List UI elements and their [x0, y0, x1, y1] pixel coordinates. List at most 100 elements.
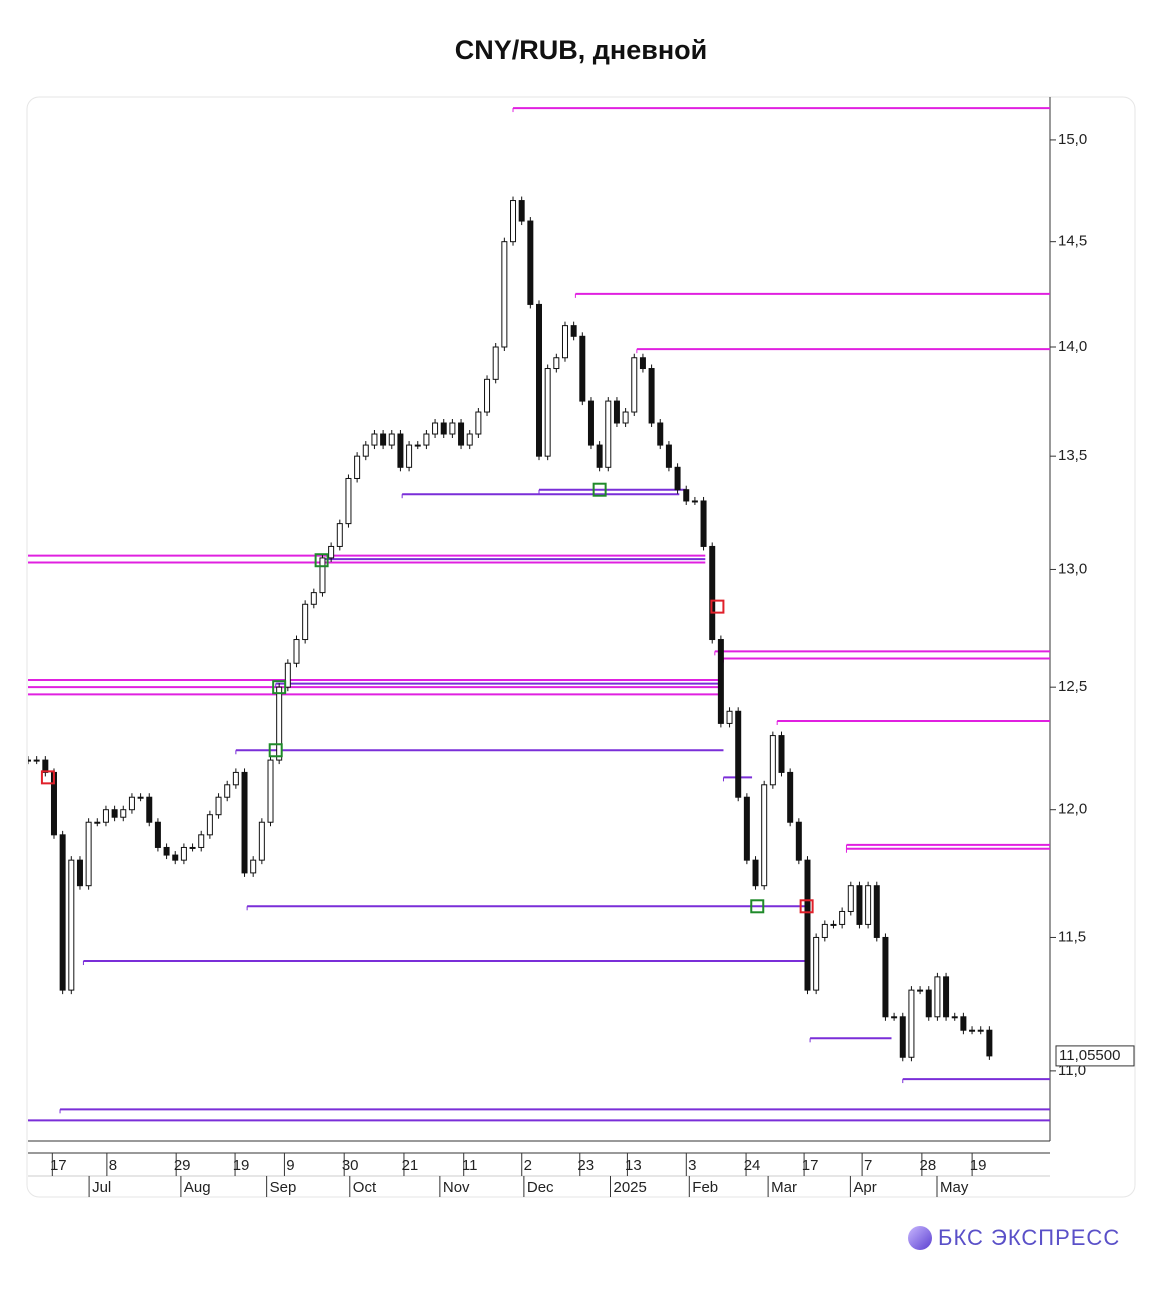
x-tick-label: 3 — [688, 1157, 696, 1174]
y-tick-label: 14,0 — [1058, 338, 1087, 355]
candle — [206, 814, 213, 836]
y-tick-label: 13,0 — [1058, 560, 1087, 577]
candle — [839, 910, 846, 925]
plot — [28, 107, 1050, 1122]
candle — [908, 989, 915, 1058]
candle — [665, 444, 672, 468]
candle — [579, 335, 586, 402]
x-tick-label: 17 — [802, 1157, 819, 1174]
month-label: Apr — [853, 1179, 876, 1196]
candle — [752, 859, 759, 887]
candle — [189, 846, 196, 849]
candle — [561, 325, 568, 359]
candle — [397, 433, 404, 468]
candle — [821, 923, 828, 938]
candle — [691, 500, 698, 503]
candle — [345, 477, 352, 525]
x-tick-label: 9 — [286, 1157, 294, 1174]
candle — [977, 1029, 984, 1032]
candle — [224, 784, 231, 798]
month-label: Dec — [527, 1179, 554, 1196]
candle — [120, 809, 127, 818]
candle — [128, 796, 135, 811]
x-tick-label: 30 — [342, 1157, 359, 1174]
month-label: Aug — [184, 1179, 211, 1196]
candle — [865, 885, 872, 925]
candle — [518, 200, 525, 222]
candle — [570, 325, 577, 337]
x-tick-label: 2 — [524, 1157, 532, 1174]
brand: БКС ЭКСПРЕСС — [938, 1225, 1120, 1250]
y-tick-label: 11,5 — [1058, 928, 1086, 945]
x-tick-label: 24 — [744, 1157, 761, 1174]
candle — [432, 422, 439, 435]
candle — [250, 859, 257, 874]
brand-logo — [908, 1226, 932, 1250]
month-label: Sep — [270, 1179, 297, 1196]
x-tick-label: 17 — [50, 1157, 67, 1174]
candle — [284, 662, 291, 688]
candle — [371, 433, 378, 446]
x-tick-label: 23 — [577, 1157, 594, 1174]
candle — [180, 846, 187, 861]
candle — [743, 796, 750, 861]
month-label: Jul — [92, 1179, 111, 1196]
candle — [943, 976, 950, 1018]
y-tick-label: 13,5 — [1058, 447, 1087, 464]
candle — [761, 784, 768, 887]
candle — [527, 220, 534, 305]
candle — [258, 821, 265, 861]
signal-box — [40, 770, 55, 785]
candle — [380, 433, 387, 446]
candle — [354, 455, 361, 479]
candle — [336, 523, 343, 547]
candle — [873, 885, 880, 938]
candle — [960, 1016, 967, 1031]
candle — [726, 710, 733, 724]
y-tick-label: 12,5 — [1058, 678, 1087, 695]
candle — [795, 821, 802, 861]
candle — [856, 885, 863, 925]
candle — [466, 433, 473, 446]
candle — [536, 303, 542, 457]
candle — [388, 433, 395, 446]
x-tick-label: 7 — [864, 1157, 872, 1174]
candle — [102, 809, 109, 823]
candle — [492, 346, 499, 380]
month-label: May — [940, 1179, 969, 1196]
y-tick-label: 14,5 — [1058, 233, 1087, 250]
candle — [891, 1016, 898, 1019]
month-label: Oct — [353, 1179, 377, 1196]
month-label: Nov — [443, 1179, 470, 1196]
candle — [241, 771, 248, 874]
candle — [501, 241, 508, 348]
candle — [310, 592, 317, 605]
x-tick-label: 29 — [174, 1157, 191, 1174]
card — [26, 96, 1136, 1198]
candle — [154, 821, 161, 848]
candle — [813, 936, 820, 991]
signal-box — [799, 899, 814, 914]
candle — [605, 400, 612, 468]
candle — [769, 735, 776, 786]
x-tick-label: 13 — [625, 1157, 642, 1174]
candle — [276, 686, 283, 761]
candle — [293, 639, 300, 664]
candle — [33, 759, 40, 762]
last-value-label: 11,05500 — [1059, 1047, 1120, 1064]
signal-box — [314, 553, 329, 568]
month-label: Mar — [771, 1179, 797, 1196]
candle — [544, 368, 551, 457]
candle — [622, 411, 629, 424]
candle — [146, 796, 153, 823]
candle — [232, 771, 239, 786]
candle — [787, 771, 794, 823]
candle — [951, 1016, 958, 1019]
candle — [613, 400, 620, 424]
x-tick-label: 19 — [970, 1157, 987, 1174]
candle — [328, 545, 335, 559]
last-value-box — [1055, 1045, 1135, 1067]
candle — [648, 368, 655, 424]
candle — [198, 834, 205, 848]
